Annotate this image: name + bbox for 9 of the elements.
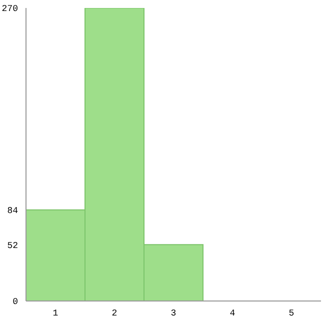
- x-tick-label: 3: [170, 308, 176, 318]
- y-tick-label: 0: [12, 297, 18, 308]
- x-tick-label: 2: [112, 308, 118, 318]
- x-tick-label: 4: [230, 308, 236, 318]
- x-tick-label: 5: [288, 308, 294, 318]
- y-tick-label: 84: [7, 206, 18, 216]
- x-tick-label: 1: [52, 308, 58, 318]
- y-tick-label: 270: [2, 4, 18, 14]
- y-tick-label: 52: [7, 240, 18, 251]
